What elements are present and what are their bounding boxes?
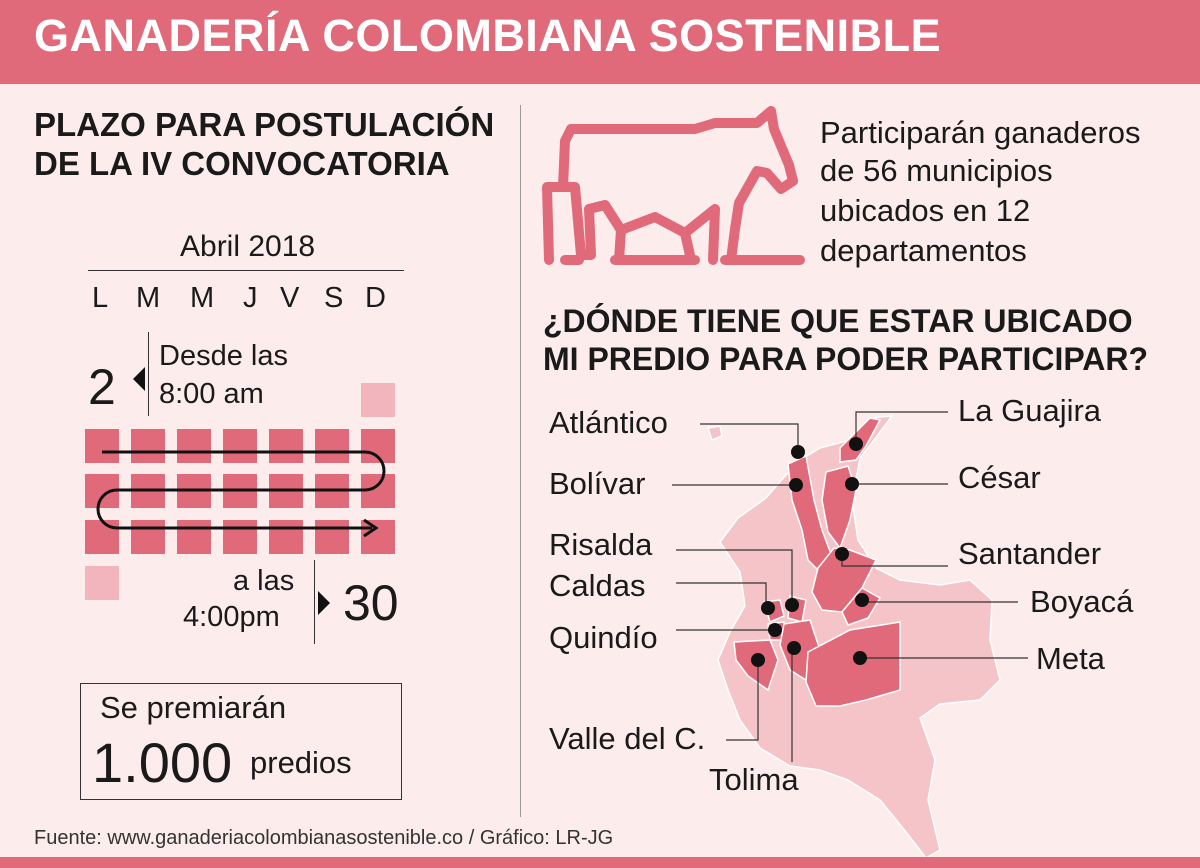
map-label-caldas: Caldas [549,568,646,603]
participants-line1: Participarán ganaderos [820,115,1141,150]
map-label-cesar: César [958,460,1041,495]
bottom-bar [0,857,1200,868]
weekday-label: J [243,282,258,314]
map-label-santander: Santander [958,536,1102,571]
calendar-month: Abril 2018 [180,230,316,263]
calendar-day-cell [361,383,395,417]
start-pointer-icon [133,367,145,391]
end-time-line1: a las [233,565,295,597]
dot-quindio [768,623,782,637]
title-banner: GANADERÍA COLOMBIANA SOSTENIBLE [0,0,1200,84]
weekday-label: D [365,282,386,314]
calendar-day-cell [315,429,349,463]
end-time-line2: 4:00pm [183,601,280,633]
participants-line4: departamentos [820,233,1027,268]
calendar-day-cell [223,520,257,554]
calendar-day-cell [131,429,165,463]
dot-valle [751,653,765,667]
map-label-valle: Valle del C. [549,721,706,756]
start-marker-line [148,332,149,416]
calendar-day-cell [315,520,349,554]
main-title: GANADERÍA COLOMBIANA SOSTENIBLE [34,10,942,61]
weekday-label: L [92,282,109,314]
dot-boyaca [855,593,869,607]
map-label-risalda: Risalda [549,527,653,562]
map-label-guajira: La Guajira [958,393,1102,428]
dot-risalda [785,598,799,612]
prize-unit: predios [250,745,352,780]
deadline-title-line2: DE LA IV CONVOCATORIA [34,145,450,182]
prize-number: 1.000 [92,731,233,794]
dot-santander [835,547,849,561]
calendar-day-cell [177,520,211,554]
location-dots [751,437,869,667]
participants-line2: de 56 municipios [820,153,1053,188]
dot-tolima [787,641,801,655]
weekday-label: S [324,282,344,314]
dot-caldas [761,601,775,615]
calendar-day-cell [177,429,211,463]
end-marker-line [314,560,315,644]
prize-text-line1: Se premiarán [100,690,287,725]
calendar-day-cell [361,520,395,554]
start-time-line1: Desde las [159,340,288,372]
deadline-title-line1: PLAZO PARA POSTULACIÓN [34,106,495,143]
map-label-boyaca: Boyacá [1030,584,1134,619]
calendar-day-cell [85,566,119,600]
dot-bolivar [789,478,803,492]
calendar-day-cell [269,429,303,463]
map-label-meta: Meta [1036,641,1105,676]
calendar-day-cell [85,520,119,554]
dot-meta [853,651,867,665]
start-time-line2: 8:00 am [159,378,264,410]
calendar-rule [88,270,404,271]
question-line1: ¿DÓNDE TIENE QUE ESTAR UBICADO [543,303,1133,339]
question-line2: MI PREDIO PARA PODER PARTICIPAR? [543,341,1149,377]
weekday-label: M [136,282,161,314]
participants-line3: ubicados en 12 [820,193,1031,228]
end-day-number: 30 [343,575,399,631]
map-label-tolima: Tolima [709,762,799,797]
leader-lines [672,411,1028,762]
weekday-label: V [280,282,300,314]
source-credit: Fuente: www.ganaderiacolombianasostenibl… [34,827,614,849]
map-label-bolivar: Bolívar [549,466,646,501]
weekday-label: M [190,282,215,314]
dot-cesar [845,477,859,491]
end-pointer-icon [318,591,330,615]
calendar-day-cell [269,520,303,554]
prize-box [80,683,402,800]
map-label-atlantico: Atlántico [549,405,668,440]
calendar-day-cell [131,520,165,554]
start-day-number: 2 [88,359,116,415]
dot-atlantico [791,445,805,459]
calendar-day-cell [223,429,257,463]
cow-icon [542,106,805,265]
map-label-quindio: Quindío [549,620,658,655]
dot-guajira [849,437,863,451]
column-divider [520,105,521,817]
calendar-day-cell [85,429,119,463]
